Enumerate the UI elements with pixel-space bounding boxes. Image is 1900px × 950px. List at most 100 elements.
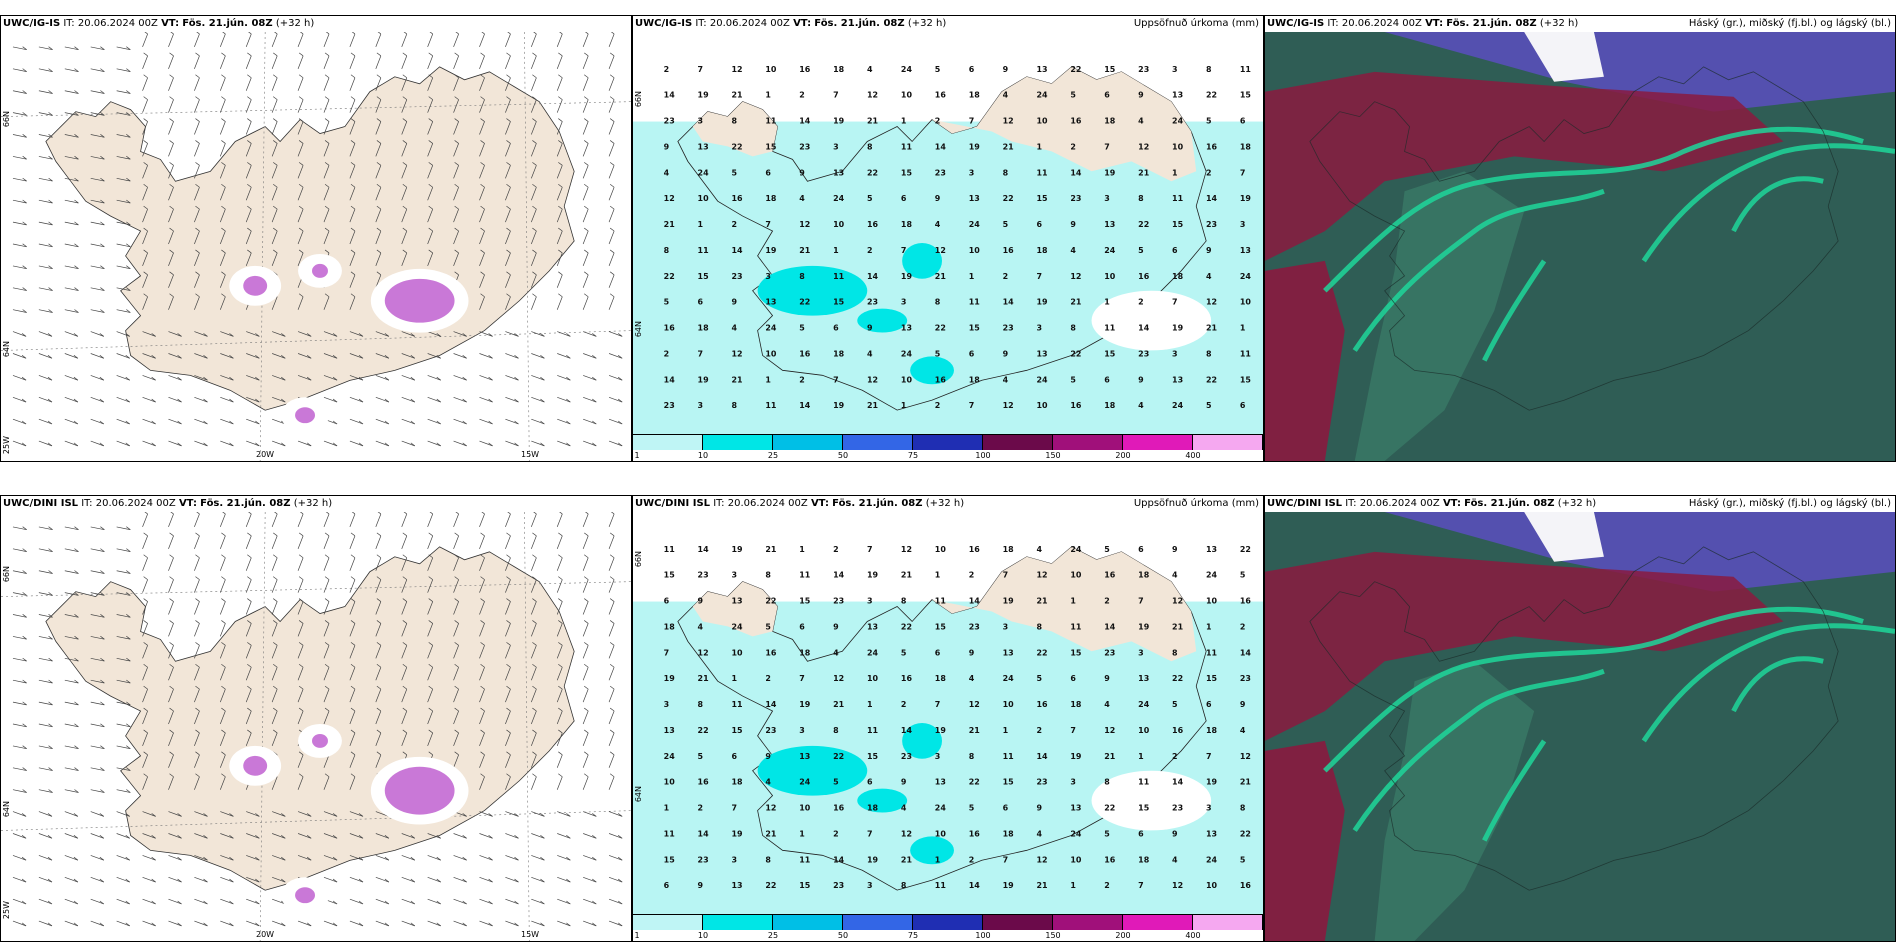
wind-barb: [506, 293, 511, 297]
precip-value: 21: [664, 220, 675, 229]
wind-barb: [583, 833, 597, 839]
wind-barb: [219, 121, 226, 135]
precip-value: 7: [1003, 855, 1009, 864]
precip-patch: [243, 275, 268, 296]
wind-barb: [255, 856, 260, 861]
precip-value: 14: [664, 91, 676, 100]
wind-barb: [402, 118, 407, 122]
wind-barb: [169, 598, 174, 602]
wind-barb: [229, 420, 234, 425]
wind-barb: [48, 679, 53, 684]
precip-value: 10: [1070, 855, 1082, 864]
wind-map: [1, 512, 631, 941]
wind-barb: [297, 667, 304, 681]
wind-barb: [74, 701, 79, 706]
precip-value: 10: [1003, 700, 1015, 709]
precip-value: 1: [969, 272, 975, 281]
wind-barb: [609, 729, 615, 734]
wind-barb: [126, 789, 131, 793]
wind-barb: [297, 513, 304, 528]
wind-barb: [99, 376, 105, 381]
precip-value: 14: [969, 881, 981, 890]
precip-value: 10: [833, 220, 845, 229]
wind-barb: [582, 645, 589, 659]
precip-value: 14: [1138, 324, 1150, 333]
wind-barb: [324, 532, 330, 537]
wind-barb: [151, 922, 156, 927]
precip-value: 7: [664, 648, 670, 657]
wind-barb: [530, 208, 537, 223]
wind-barb: [195, 685, 200, 690]
panel-header: UWC/IG-IS IT: 20.06.2024 00Z VT: Fös. 21…: [3, 18, 315, 29]
wind-barb: [454, 642, 459, 646]
wind-barb: [608, 710, 615, 725]
wind-barb: [90, 898, 104, 905]
wind-barb: [480, 685, 485, 690]
precip-value: 18: [833, 65, 845, 74]
cloud-panel-bottom: UWC/DINI ISL IT: 20.06.2024 00Z VT: Fös.…: [1264, 495, 1896, 942]
wind-barb: [298, 554, 304, 559]
wind-barb: [349, 920, 364, 927]
precip-value: 4: [1003, 91, 1009, 100]
wind-barb: [271, 513, 278, 528]
wind-barb: [558, 598, 563, 602]
wind-barb: [558, 183, 563, 188]
wind-barb: [90, 920, 104, 927]
wind-barb: [22, 309, 27, 313]
wind-barb: [142, 143, 148, 157]
precip-value: 12: [1172, 881, 1183, 890]
precip-value: 12: [867, 91, 878, 100]
precip-value: 16: [1240, 881, 1252, 890]
wind-barb: [272, 898, 286, 905]
wind-barb: [142, 375, 156, 381]
wind-barb: [479, 920, 493, 927]
wind-barb: [151, 813, 156, 817]
precip-value: 12: [1070, 272, 1081, 281]
wind-barb: [401, 418, 415, 425]
precip-value: 7: [833, 375, 839, 384]
precip-value: 6: [901, 194, 907, 203]
wind-barb: [38, 46, 53, 51]
wind-barb: [221, 162, 226, 166]
wind-barb: [583, 418, 597, 425]
precip-value: 14: [833, 571, 845, 580]
wind-barb: [168, 667, 174, 681]
wind-barb: [221, 663, 226, 668]
wind-barb: [531, 331, 545, 337]
precip-value: 9: [1104, 674, 1110, 683]
wind-barb: [38, 287, 53, 291]
precip-value: 6: [799, 622, 805, 631]
colorbar-label: 400: [1185, 451, 1201, 460]
wind-barb: [90, 309, 105, 313]
wind-barb: [323, 579, 330, 593]
precip-value: 7: [1172, 298, 1178, 307]
wind-barb: [558, 532, 563, 537]
wind-barb: [297, 77, 304, 91]
wind-barb: [143, 293, 148, 297]
wind-barb: [298, 620, 304, 624]
precip-heavy: [902, 242, 943, 279]
wind-barb: [609, 620, 615, 624]
precip-value: 6: [1240, 117, 1246, 126]
precip-value: 21: [799, 246, 810, 255]
wind-barb: [428, 227, 433, 232]
wind-barb: [247, 96, 252, 100]
wind-barb: [48, 635, 53, 640]
wind-barb: [556, 77, 563, 91]
wind-barb: [582, 557, 589, 571]
precip-value: 11: [731, 700, 742, 709]
wind-barb: [557, 418, 571, 425]
wind-barb: [90, 636, 105, 640]
wind-barb: [143, 554, 148, 559]
precip-value: 13: [969, 194, 980, 203]
precip-value: 3: [935, 752, 941, 761]
wind-barb: [514, 333, 519, 337]
precip-value: 12: [1206, 298, 1217, 307]
wind-barb: [272, 74, 278, 79]
wind-barb: [272, 729, 278, 734]
wind-barb: [480, 271, 485, 276]
lat-label-66n: 66N: [634, 551, 643, 568]
precip-value: 21: [867, 117, 878, 126]
wind-barb: [271, 667, 278, 681]
wind-barb: [47, 355, 53, 359]
